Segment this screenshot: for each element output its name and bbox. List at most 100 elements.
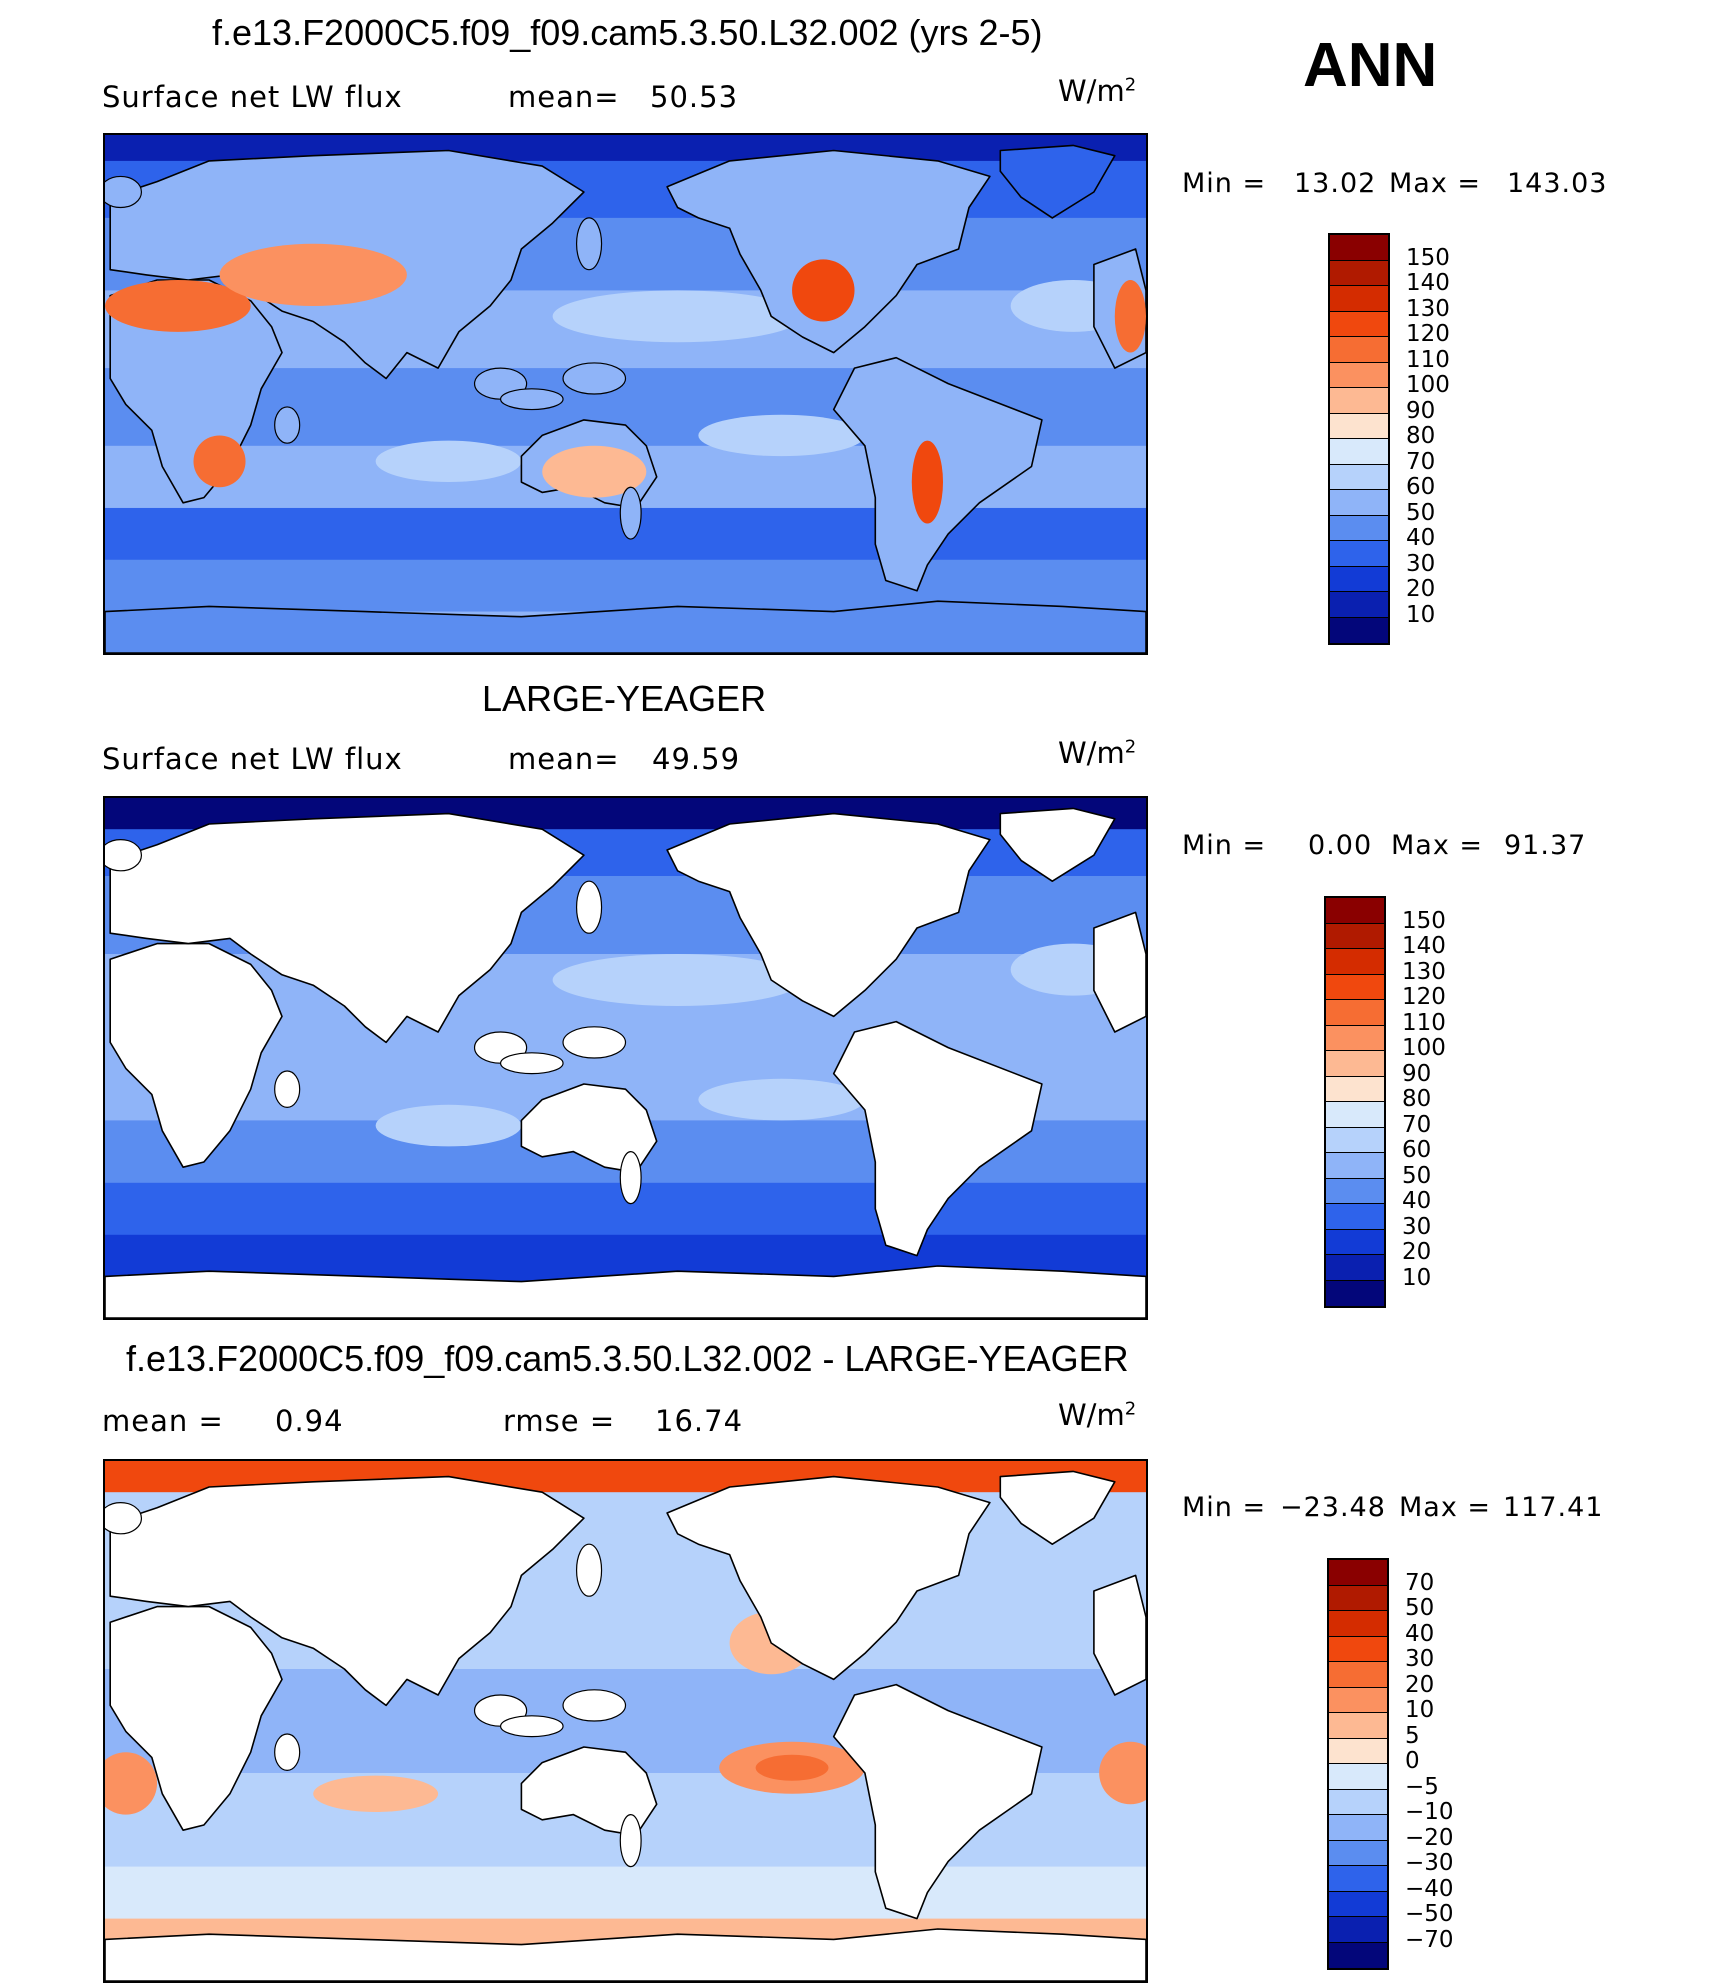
max-value: 143.03 <box>1507 168 1608 199</box>
colorbar-swatch <box>1329 1636 1387 1662</box>
colorbar-tick-label: −70 <box>1405 1926 1454 1953</box>
colorbar-tick-label: 110 <box>1402 1009 1446 1036</box>
colorbar-tick-label: 50 <box>1405 1595 1435 1621</box>
colorbar-swatch <box>1330 311 1388 337</box>
colorbar-swatch <box>1329 1840 1387 1866</box>
min-label: Min = <box>1182 168 1267 199</box>
colorbar-swatch <box>1329 1662 1387 1688</box>
max-label: Max = <box>1399 1492 1492 1523</box>
colorbar-swatch <box>1326 1178 1384 1204</box>
colorbar-tick-label: −40 <box>1405 1875 1454 1902</box>
colorbar-tick-label: 120 <box>1402 984 1446 1010</box>
colorbar-swatch <box>1330 286 1388 312</box>
contour-map <box>103 796 1148 1320</box>
colorbar-swatch <box>1326 1000 1384 1026</box>
variable-label: Surface net LW flux <box>102 80 403 114</box>
colorbar-tick-label: 150 <box>1406 244 1450 271</box>
colorbar <box>1324 896 1386 1308</box>
colorbar-swatch <box>1330 490 1388 516</box>
min-value: 0.00 <box>1308 830 1373 861</box>
colorbar-tick-label: 5 <box>1405 1722 1420 1749</box>
colorbar-tick-label: 70 <box>1406 448 1436 475</box>
colorbar-swatch <box>1330 260 1388 286</box>
season-label: ANN <box>1303 31 1438 100</box>
colorbar-tick-label: 110 <box>1406 346 1450 373</box>
colorbar-tick-label: 50 <box>1402 1162 1432 1189</box>
colorbar-swatch <box>1329 1764 1387 1790</box>
colorbar-swatch <box>1329 1815 1387 1841</box>
mean-value: 0.94 <box>275 1404 344 1438</box>
colorbar-tick-label: 30 <box>1405 1646 1435 1672</box>
max-value: 117.41 <box>1503 1492 1604 1523</box>
colorbar-swatch <box>1330 235 1388 261</box>
colorbar-tick-label: −50 <box>1405 1901 1454 1927</box>
colorbar-swatch <box>1329 1713 1387 1739</box>
contour-map <box>103 133 1148 655</box>
mean-label: mean = <box>102 1404 224 1438</box>
colorbar-tick-label: 30 <box>1406 550 1436 577</box>
colorbar-swatch <box>1330 566 1388 592</box>
colorbar-swatch <box>1330 617 1388 643</box>
colorbar-swatch <box>1326 1280 1384 1306</box>
colorbar-tick-label: 150 <box>1402 907 1446 934</box>
colorbar-swatch <box>1329 1611 1387 1637</box>
colorbar-swatch <box>1330 362 1388 388</box>
colorbar-tick-label: 10 <box>1402 1264 1432 1291</box>
max-label: Max = <box>1391 830 1484 861</box>
colorbar-tick-label: 10 <box>1405 1697 1435 1723</box>
colorbar-swatch <box>1329 1687 1387 1713</box>
contour-map <box>103 1459 1148 1983</box>
colorbar-tick-label: 40 <box>1405 1620 1435 1647</box>
mean-label: mean= <box>508 80 620 114</box>
colorbar-swatch <box>1326 1255 1384 1281</box>
colorbar-tick-label: 10 <box>1406 601 1436 628</box>
colorbar-tick-label: −20 <box>1405 1824 1454 1851</box>
colorbar-tick-label: 40 <box>1402 1188 1432 1214</box>
colorbar-tick-label: 90 <box>1402 1060 1432 1087</box>
rmse-label: rmse = <box>503 1404 616 1438</box>
mean-value: 49.59 <box>652 742 741 776</box>
colorbar-swatch <box>1326 1153 1384 1179</box>
colorbar-swatch <box>1330 413 1388 439</box>
colorbar-tick-label: 120 <box>1406 321 1450 347</box>
colorbar-swatch <box>1326 1051 1384 1077</box>
colorbar-swatch <box>1330 592 1388 618</box>
min-label: Min = <box>1182 830 1267 861</box>
colorbar-tick-label: 0 <box>1405 1748 1420 1774</box>
colorbar-tick-label: 80 <box>1402 1086 1432 1112</box>
colorbar-swatch <box>1329 1560 1387 1586</box>
mean-value: 50.53 <box>650 80 739 114</box>
colorbar-swatch <box>1329 1738 1387 1764</box>
colorbar-swatch <box>1329 1789 1387 1815</box>
colorbar-swatch <box>1330 464 1388 490</box>
colorbar <box>1327 1558 1389 1970</box>
max-label: Max = <box>1389 168 1482 199</box>
colorbar-tick-label: 70 <box>1402 1111 1432 1138</box>
max-value: 91.37 <box>1504 830 1587 861</box>
colorbar-swatch <box>1326 974 1384 1000</box>
min-value: 13.02 <box>1294 168 1377 199</box>
colorbar-swatch <box>1326 1025 1384 1051</box>
colorbar-tick-label: 70 <box>1405 1569 1435 1596</box>
colorbar-swatch <box>1329 1942 1387 1968</box>
colorbar-tick-label: 90 <box>1406 397 1436 424</box>
panel-title: LARGE-YEAGER <box>482 678 767 719</box>
colorbar-swatch <box>1326 923 1384 949</box>
colorbar-swatch <box>1330 439 1388 465</box>
colorbar-swatch <box>1326 1204 1384 1230</box>
min-label: Min = <box>1182 1492 1267 1523</box>
colorbar-tick-label: 30 <box>1402 1213 1432 1240</box>
colorbar-swatch <box>1326 1076 1384 1102</box>
colorbar-tick-label: −10 <box>1405 1799 1454 1825</box>
min-value: −23.48 <box>1280 1492 1386 1523</box>
mean-label: mean= <box>508 742 620 776</box>
colorbar <box>1328 233 1390 645</box>
colorbar-tick-label: −5 <box>1405 1773 1439 1800</box>
colorbar-tick-label: 20 <box>1405 1671 1435 1698</box>
colorbar-tick-label: −30 <box>1405 1850 1454 1876</box>
colorbar-tick-label: 20 <box>1406 576 1436 602</box>
colorbar-swatch <box>1326 1127 1384 1153</box>
colorbar-swatch <box>1326 1229 1384 1255</box>
colorbar-tick-label: 100 <box>1402 1035 1446 1061</box>
colorbar-tick-label: 60 <box>1406 474 1436 500</box>
